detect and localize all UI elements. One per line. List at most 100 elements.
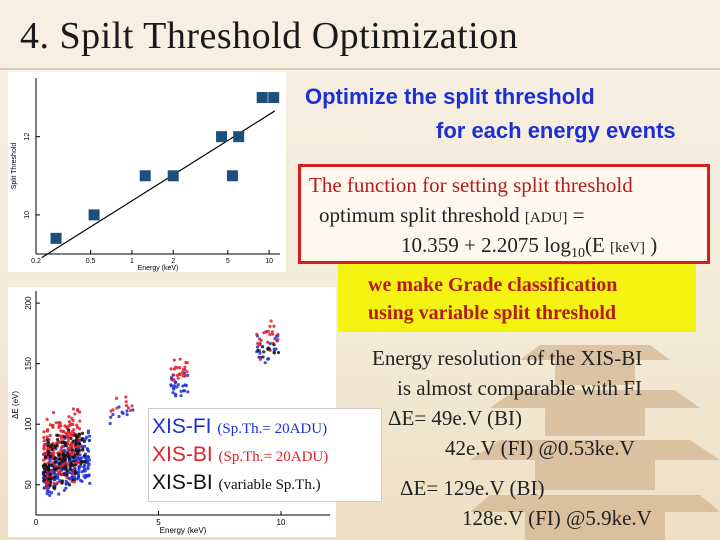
plot2-point-bi xyxy=(73,412,77,416)
plot2-point-bi-var xyxy=(276,350,281,355)
plot2-point-fi xyxy=(81,469,86,473)
plot2-point-bi-var xyxy=(52,475,56,479)
plot2-point-bi-var xyxy=(55,443,59,447)
plot2-point-bi-var xyxy=(72,454,76,459)
plot2-point-fi xyxy=(77,464,81,469)
plot2-point-fi xyxy=(181,389,186,393)
plot2-point-bi xyxy=(115,406,119,410)
resolution-line4: 42e.V (FI) @0.53ke.V xyxy=(445,436,635,460)
plot1-y-tick-label: 12 xyxy=(24,133,31,141)
plot2-point-bi xyxy=(65,475,69,480)
plot2-point-fi xyxy=(84,473,88,477)
plot2-point-bi-var xyxy=(67,428,71,432)
plot2-point-fi xyxy=(272,347,276,351)
plot2-point-fi xyxy=(86,431,90,435)
plot2-point-fi xyxy=(87,438,91,443)
plot2-point-fi xyxy=(86,464,90,469)
plot2-point-fi xyxy=(117,414,121,419)
plot2-point-bi xyxy=(271,332,275,336)
plot2-point-bi xyxy=(178,372,182,377)
plot2-point-bi xyxy=(54,421,58,425)
plot2-point-bi-var xyxy=(56,433,60,437)
resolution-line6: 128e.V (FI) @5.9ke.V xyxy=(462,506,652,530)
plot2-point-bi xyxy=(59,436,63,440)
plot2-point-bi-var xyxy=(48,472,52,476)
plot2-point-fi xyxy=(175,385,179,389)
plot2-point-fi xyxy=(77,470,81,474)
plot2-point-bi-var xyxy=(82,454,87,458)
plot2-point-bi xyxy=(51,450,56,455)
plot2-point-bi-var xyxy=(57,462,62,466)
plot2-point-bi xyxy=(114,396,119,400)
plot2-point-bi-var xyxy=(69,436,73,441)
plot2-point-bi xyxy=(178,357,182,361)
plot2-point-bi xyxy=(124,400,128,404)
plot2-point-bi-var xyxy=(80,437,84,441)
plot2-point-bi xyxy=(124,395,128,399)
plot2-point-bi-var xyxy=(71,478,75,482)
plot2-point-bi-var xyxy=(81,447,85,451)
plot2-y-tick-label: 100 xyxy=(24,417,33,431)
plot2-point-bi-var xyxy=(68,467,72,472)
plot2-point-bi-var xyxy=(71,459,75,463)
plot2-point-bi-var xyxy=(46,452,51,457)
plot2-point-bi-var xyxy=(82,439,86,444)
function-formula: 10.359 + 2.2075 log10(E [keV] ) xyxy=(401,233,658,262)
plot2-point-fi xyxy=(255,345,260,349)
plot1-point xyxy=(216,131,228,143)
plot2-point-bi xyxy=(42,430,46,434)
plot2-point-fi xyxy=(186,373,190,378)
plot2-point-bi xyxy=(42,439,46,443)
plot2-point-bi xyxy=(272,324,276,328)
plot2-point-bi-var xyxy=(46,450,51,454)
plot2-point-bi xyxy=(53,463,57,467)
plot2-point-bi-var xyxy=(50,448,54,452)
plot2-point-bi xyxy=(42,435,46,440)
plot1-point xyxy=(226,170,238,182)
plot2-point-bi xyxy=(183,365,187,369)
plot2-point-fi xyxy=(258,351,262,355)
plot2-point-bi xyxy=(70,429,74,434)
plot2-point-fi xyxy=(85,435,89,439)
plot2-point-bi-var xyxy=(74,435,79,439)
legend-fi: XIS-FI (Sp.Th.= 20ADU) xyxy=(152,415,328,438)
plot2-point-bi-var xyxy=(60,441,64,445)
plot2-point-bi-var xyxy=(65,469,69,473)
plot2-point-bi xyxy=(71,407,76,411)
plot2-point-fi xyxy=(77,467,81,471)
plot2-point-bi xyxy=(46,481,51,485)
plot2-point-bi-var xyxy=(67,457,71,461)
plot2-x-tick-label: 0 xyxy=(34,518,39,527)
plot1-point xyxy=(233,131,245,143)
legend-bi: XIS-BI (Sp.Th.= 20ADU) xyxy=(152,443,329,466)
plot2-point-fi xyxy=(80,444,85,448)
plot2-point-bi-var xyxy=(44,467,48,471)
plot2-point-bi xyxy=(48,423,52,427)
plot2-point-bi-var xyxy=(272,343,276,347)
plot2-point-fi xyxy=(76,474,81,479)
plot1-x-tick-label: 1 xyxy=(130,258,134,265)
plot2-point-fi xyxy=(78,478,83,483)
heading-line1: Optimize the split threshold xyxy=(305,84,595,109)
plot2-point-bi xyxy=(71,472,75,476)
plot2-point-bi-var xyxy=(53,460,58,464)
plot2-point-bi-var xyxy=(43,463,47,467)
plot2-point-fi xyxy=(87,455,91,460)
plot2-point-bi xyxy=(67,420,72,424)
plot2-point-bi xyxy=(57,420,61,425)
grade-line2: using variable split threshold xyxy=(368,302,617,324)
plot1-point xyxy=(50,232,62,244)
plot2-point-bi-var xyxy=(73,469,77,473)
plot2-point-fi xyxy=(86,449,91,453)
plot2-point-fi xyxy=(82,465,86,469)
plot2-point-bi xyxy=(60,429,65,434)
plot2-point-bi xyxy=(42,446,46,450)
plot2-point-bi-var xyxy=(77,442,82,446)
plot2-point-bi-var xyxy=(75,452,80,456)
plot2-point-bi-var xyxy=(44,455,48,459)
plot2-point-bi-var xyxy=(63,443,68,447)
plot2-point-bi-var xyxy=(42,478,47,482)
plot2-point-bi xyxy=(182,373,186,377)
function-title: The function for setting split threshold xyxy=(309,173,633,197)
function-box: The function for setting split threshold… xyxy=(298,164,710,264)
